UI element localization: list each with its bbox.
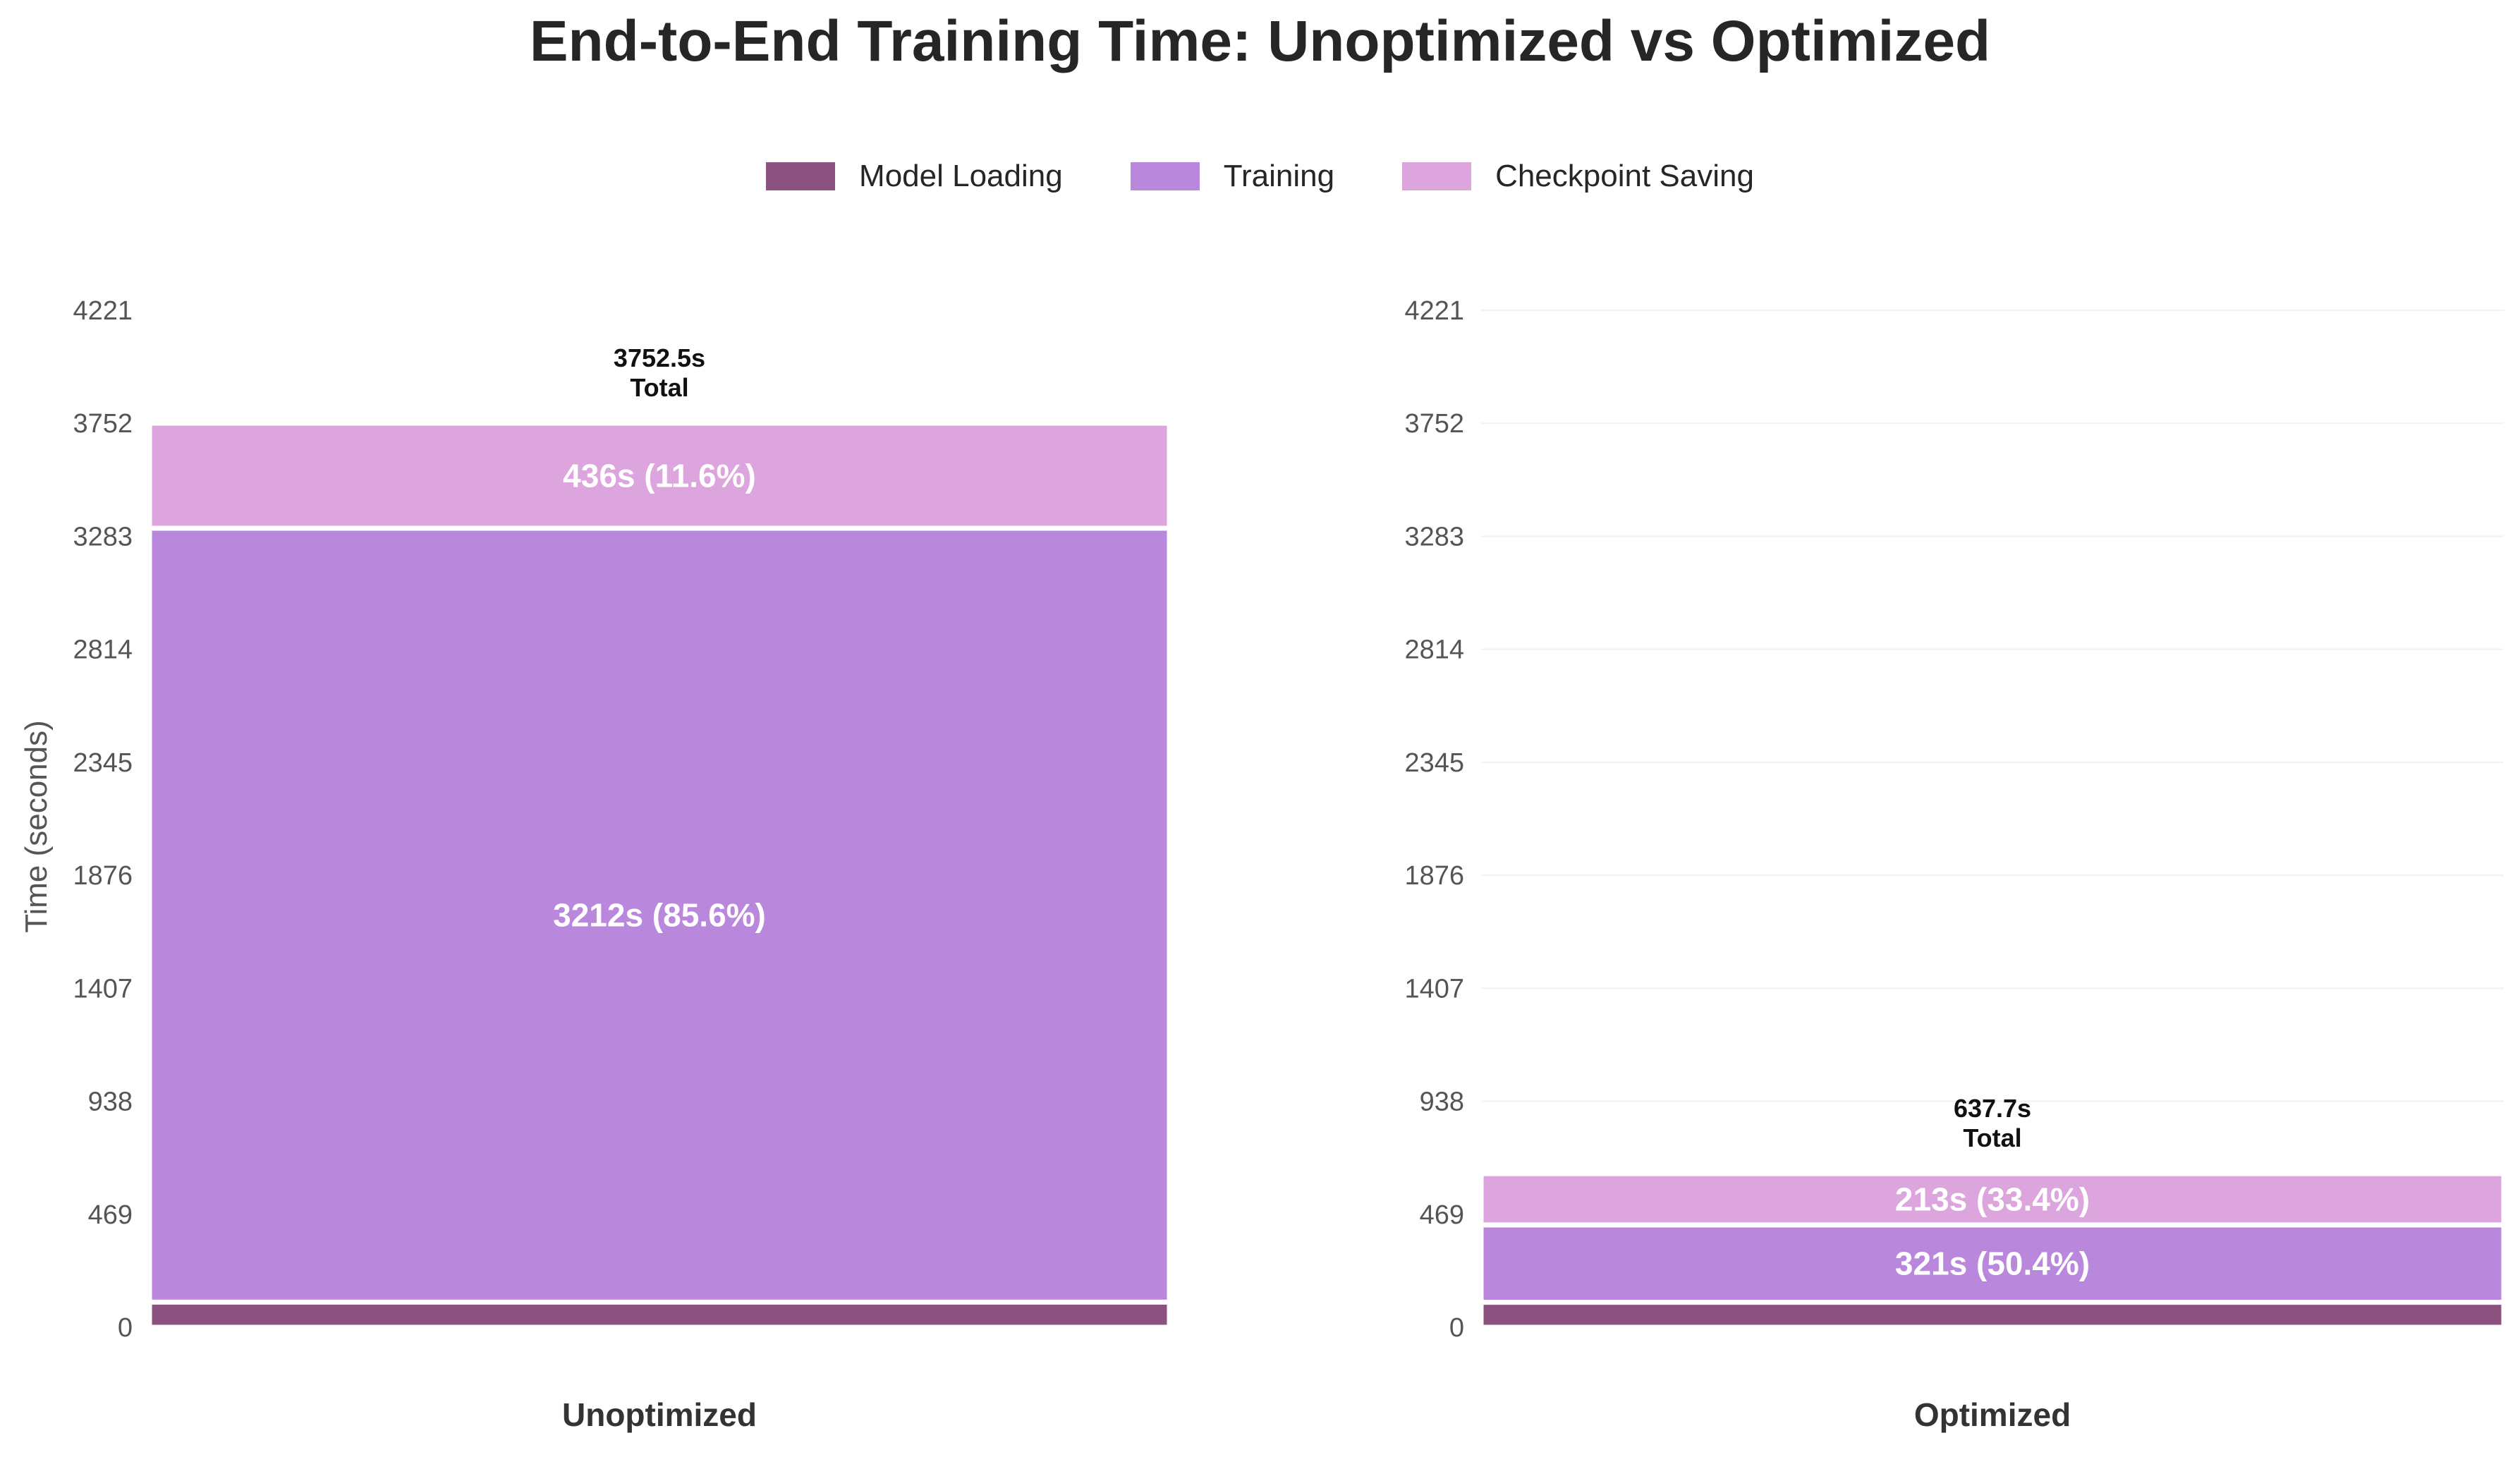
legend-swatch (766, 162, 836, 190)
bar-segment-checkpoint-saving (147, 420, 1172, 531)
y-tick-label: 1876 (73, 861, 133, 891)
y-axis-label: Time (seconds) (19, 720, 54, 933)
chart-title: End-to-End Training Time: Unoptimized vs… (529, 9, 1991, 73)
legend-item-model-loading: Model Loading (766, 159, 1063, 194)
y-tick-label: 2814 (1404, 635, 1464, 665)
y-tick-label: 469 (88, 1200, 133, 1230)
legend-swatch (1130, 162, 1200, 190)
y-tick-label: 469 (1420, 1200, 1464, 1230)
y-tick-label: 4221 (1404, 296, 1464, 326)
legend-label: Training (1223, 159, 1335, 193)
segment-value-label: 436s (11.6%) (563, 458, 756, 494)
total-caption-label: Total (630, 373, 688, 402)
segment-value-label: 3212s (85.6%) (553, 897, 766, 934)
y-tick-label: 0 (118, 1313, 133, 1343)
y-tick-label: 3752 (73, 409, 133, 439)
total-value-label: 3752.5s (614, 343, 705, 372)
legend-swatch (1402, 162, 1472, 190)
legend-item-training: Training (1130, 159, 1335, 194)
y-tick-label: 3752 (1404, 409, 1464, 439)
y-tick-label: 3283 (73, 522, 133, 551)
legend: Model Loading Training Checkpoint Saving (0, 159, 2520, 194)
legend-label: Model Loading (859, 159, 1063, 193)
y-tick-label: 4221 (73, 296, 133, 326)
segment-value-label: 321s (50.4%) (1895, 1245, 2090, 1282)
y-tick-label: 1876 (1404, 861, 1464, 891)
segment-value-label: 213s (33.4%) (1895, 1181, 2090, 1218)
x-category-label: Optimized (1914, 1396, 2071, 1433)
y-tick-label: 1407 (1404, 974, 1464, 1004)
bar-segment-training (1478, 1222, 2507, 1305)
total-value-label: 637.7s (1954, 1094, 2031, 1123)
y-tick-label: 938 (88, 1087, 133, 1117)
legend-label: Checkpoint Saving (1495, 159, 1754, 193)
x-category-label: Unoptimized (562, 1396, 757, 1433)
legend-item-checkpoint-saving: Checkpoint Saving (1402, 159, 1754, 194)
bar-segment-training (147, 525, 1172, 1305)
y-tick-label: 1407 (73, 974, 133, 1004)
y-tick-label: 3283 (1404, 522, 1464, 551)
bar-segment-checkpoint-saving (1478, 1171, 2507, 1228)
y-tick-label: 2814 (73, 635, 133, 665)
bar-segment-model-loading (1478, 1300, 2507, 1330)
y-tick-label: 938 (1420, 1087, 1464, 1117)
y-tick-label: 2345 (1404, 748, 1464, 778)
bar-segment-model-loading (147, 1299, 1172, 1330)
y-tick-label: 2345 (73, 748, 133, 778)
y-tick-label: 0 (1449, 1313, 1464, 1343)
total-caption-label: Total (1963, 1123, 2021, 1152)
